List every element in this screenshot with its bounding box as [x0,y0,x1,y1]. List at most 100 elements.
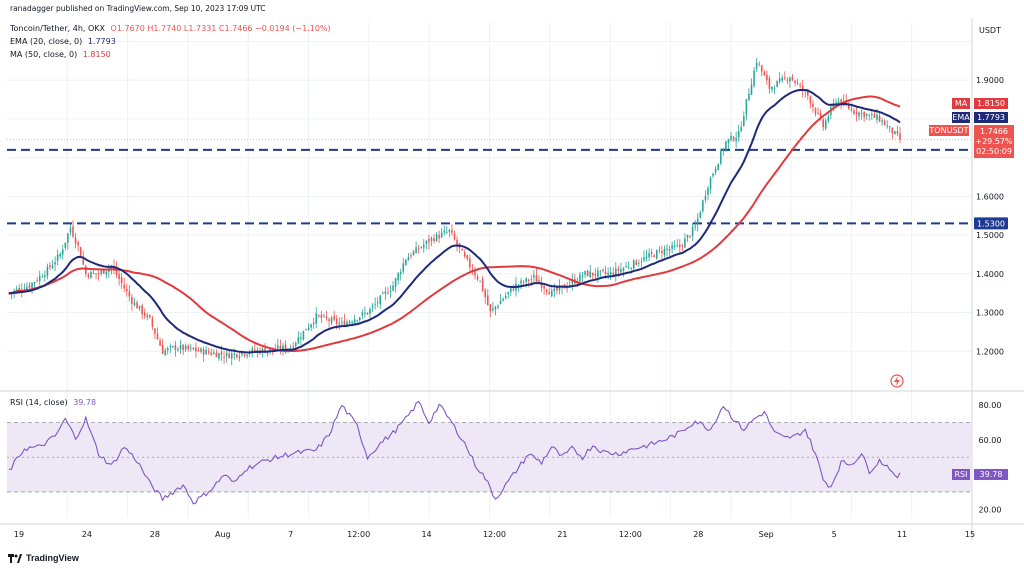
candle-body [883,120,886,126]
candle-body [415,247,417,254]
candle-body [230,353,233,359]
candle-body [773,88,776,90]
candle-body [822,119,824,128]
price-tick-label: 1.6000 [976,192,1004,201]
candle-body [61,249,64,255]
candle-body [149,314,151,318]
candle-body [604,271,607,274]
candle-body [353,319,356,324]
rsi-tag-value-box [974,468,1008,480]
candle-body [215,352,218,358]
candle-body [366,312,369,315]
rsi-tag-name-box [952,468,970,480]
candle-body [282,345,284,351]
ma-legend-label: MA (50, close, 0) [10,50,78,59]
candle-body [54,262,56,265]
ma-legend[interactable]: MA (50, close, 0) 1.8150 [10,50,114,59]
candle-body [625,266,627,268]
price-tick-label: 1.5000 [976,231,1004,240]
candle-body [709,177,712,190]
candle-body [67,233,69,243]
candle-body [522,281,525,283]
price-tick-label: 1.2000 [976,347,1004,356]
candle-body [51,265,54,269]
candle-body [663,248,666,256]
candle-body [499,300,502,305]
candle-body [102,269,105,274]
candle-body [225,352,228,357]
candle-body [627,267,630,269]
candle-body [446,231,448,233]
candle-body [269,347,271,352]
last-price-change: +29.57% [975,137,1013,146]
candle-body [753,70,755,87]
candle-body [878,115,881,122]
candle-body [18,288,21,291]
ema-legend[interactable]: EMA (20, close, 0) 1.7793 [10,37,119,46]
tradingview-logo[interactable]: TradingView [8,553,79,563]
candle-body [118,274,120,280]
candle-body [220,352,223,355]
candle-body [535,275,538,282]
candle-body [376,302,379,304]
candle-body [847,104,850,109]
candle-body [502,298,504,301]
candle-body [233,353,236,355]
rsi-legend[interactable]: RSI (14, close) 39.78 [10,398,99,407]
candle-body [131,297,133,305]
lightning-bolt-glyph [894,376,900,386]
candle-body [166,348,169,351]
candle-body [297,337,300,344]
candle-body [46,266,49,276]
candle-body [507,292,510,295]
candle-body [612,272,615,276]
candle-body [840,99,842,106]
ma-tag-value-box [974,98,1008,109]
candle-body [740,126,743,132]
candle-body [725,141,727,150]
candle-body [891,127,894,134]
candle-body [394,278,397,287]
candle-body [251,348,254,353]
candle-body [845,100,848,105]
candle-body [182,344,184,351]
symbol-tag-box [929,125,969,136]
candle-body [873,114,876,118]
candle-body [571,279,574,284]
candle-body [238,356,241,358]
candle-body [714,168,717,173]
candle-body [819,112,822,119]
candle-body [463,252,466,257]
candle-body [56,254,59,261]
candle-body [74,237,77,244]
candle-body [389,290,392,293]
candle-body [246,354,248,357]
candle-body [31,282,33,289]
candle-body [807,91,809,96]
candle-body [115,267,118,276]
candle-body [236,354,238,357]
candle-body [92,272,95,274]
symbol-title: Toncoin/Tether, 4h, OKX [10,24,105,33]
candle-body [594,274,597,276]
candle-body [835,102,837,104]
candle-body [789,77,791,82]
candle-body [868,114,871,116]
candle-body [379,295,382,305]
candle-body [399,271,402,275]
candle-body [655,250,658,259]
ma-50-line [8,95,901,353]
candle-body [681,245,684,247]
candle-body [497,305,499,308]
candle-body [586,270,589,277]
candle-body [284,344,287,351]
candle-body [192,347,195,350]
ma-tag-name-box [952,98,970,109]
candle-body [707,188,709,195]
candle-body [743,116,745,126]
candle-body [876,114,878,120]
candle-body [781,77,784,81]
candle-body [382,292,384,294]
candle-body [622,268,625,272]
